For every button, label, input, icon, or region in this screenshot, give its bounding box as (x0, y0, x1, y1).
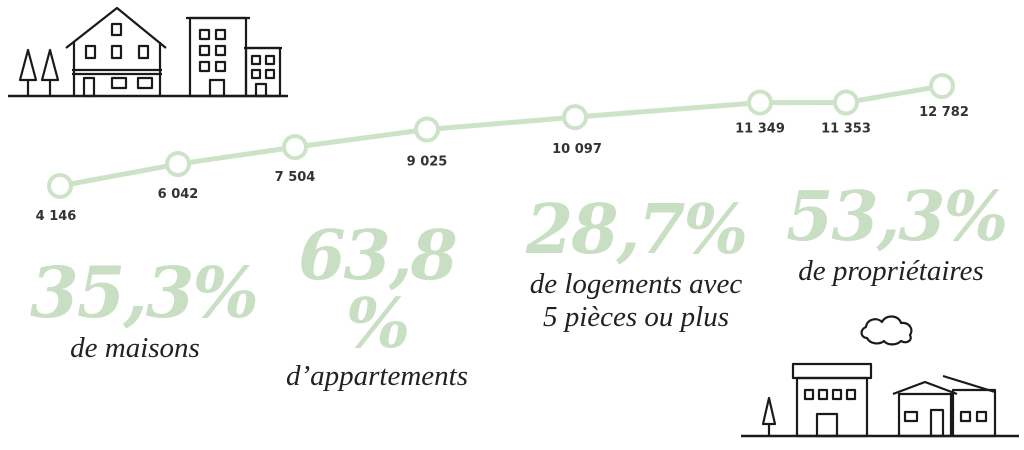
data-point-6 (747, 89, 773, 116)
data-label-2: 6 042 (158, 187, 199, 202)
stat-proprietaires: 53,3% de propriétaires (786, 177, 1008, 288)
data-point-8 (929, 73, 955, 99)
buildings-with-cloud-icon (741, 315, 1019, 438)
data-label-7: 11 353 (821, 122, 871, 137)
stat-grands-logements-label-line1: de logements avec (529, 268, 743, 300)
stat-maisons-label: de maisons (70, 332, 200, 364)
data-label-3: 7 504 (275, 170, 316, 185)
stat-appartements-label: d’appartements (285, 360, 469, 392)
data-point-4 (414, 116, 440, 143)
data-label-4: 9 025 (407, 155, 448, 170)
data-point-1 (47, 173, 73, 199)
stat-maisons: 35,3% de maisons (30, 251, 259, 365)
stat-grands-logements: 28,7% de logements avec 5 pièces ou plus (516, 196, 756, 335)
data-point-7 (833, 89, 859, 116)
stat-appartements: 63,8 % d’appartements (262, 222, 492, 393)
data-point-3 (282, 134, 308, 161)
houses-and-buildings-icon (8, 6, 288, 98)
stat-grands-logements-value: 28,7% (525, 190, 748, 270)
data-label-8: 12 782 (919, 105, 969, 120)
series-line (57, 83, 945, 189)
stat-grands-logements-label-line2: 5 pièces ou plus (542, 301, 730, 334)
data-point-2 (165, 151, 191, 178)
stat-proprietaires-value: 53,3% (786, 177, 1008, 257)
stat-maisons-value: 35,3% (30, 251, 259, 334)
data-label-1: 4 146 (36, 209, 77, 224)
data-label-5: 10 097 (552, 142, 602, 157)
data-label-6: 11 349 (735, 122, 785, 137)
data-point-5 (562, 104, 588, 131)
stat-appartements-value: 63,8 % (298, 216, 458, 364)
stat-proprietaires-label: de propriétaires (798, 255, 984, 287)
